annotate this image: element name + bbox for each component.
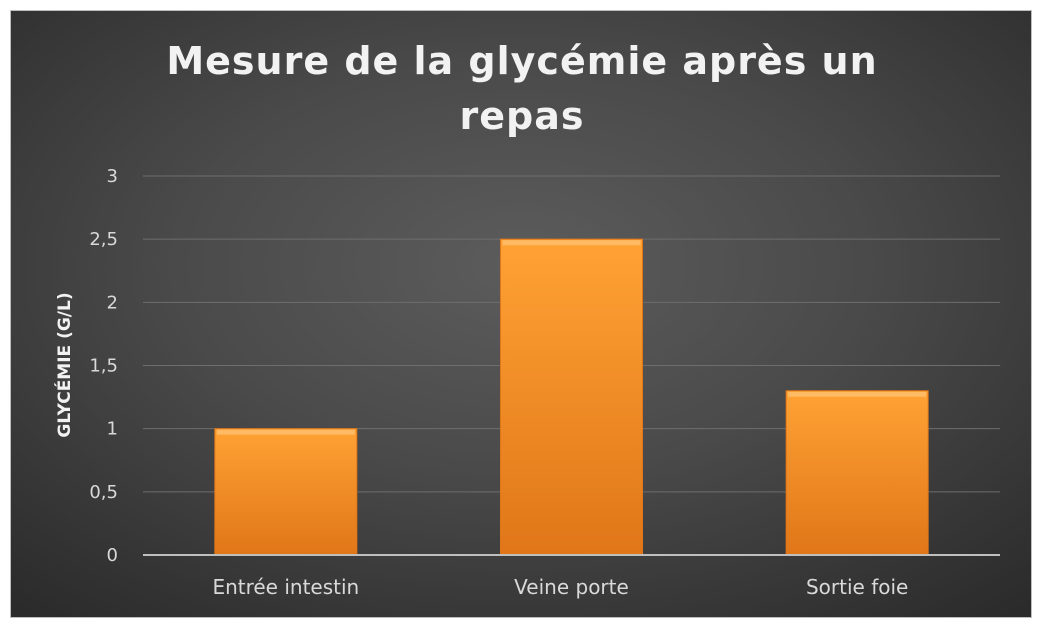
y-tick-label: 3 — [107, 166, 118, 187]
y-axis-label: GLYCÉMIE (G/L) — [53, 292, 75, 437]
y-tick-label: 2,5 — [89, 229, 118, 250]
bar-sortie-foie — [785, 390, 929, 556]
bar-highlight — [788, 391, 927, 397]
y-tick-label: 0 — [107, 545, 118, 566]
bar-highlight — [502, 240, 641, 246]
x-category-label: Entrée intestin — [212, 575, 359, 599]
bar-highlight — [216, 429, 355, 435]
chart-title-line-2: repas — [460, 94, 585, 138]
x-category-label: Veine porte — [514, 575, 629, 599]
x-category-label: Sortie foie — [806, 575, 908, 599]
chart-title-line-1: Mesure de la glycémie après un — [166, 39, 877, 83]
bar-veine-porte — [500, 238, 643, 556]
y-tick-label: 2 — [107, 292, 118, 313]
bar-entrée-intestin — [214, 428, 358, 556]
y-tick-label: 1 — [107, 419, 118, 440]
y-tick-label: 1,5 — [89, 356, 118, 377]
y-tick-label: 0,5 — [89, 482, 118, 503]
